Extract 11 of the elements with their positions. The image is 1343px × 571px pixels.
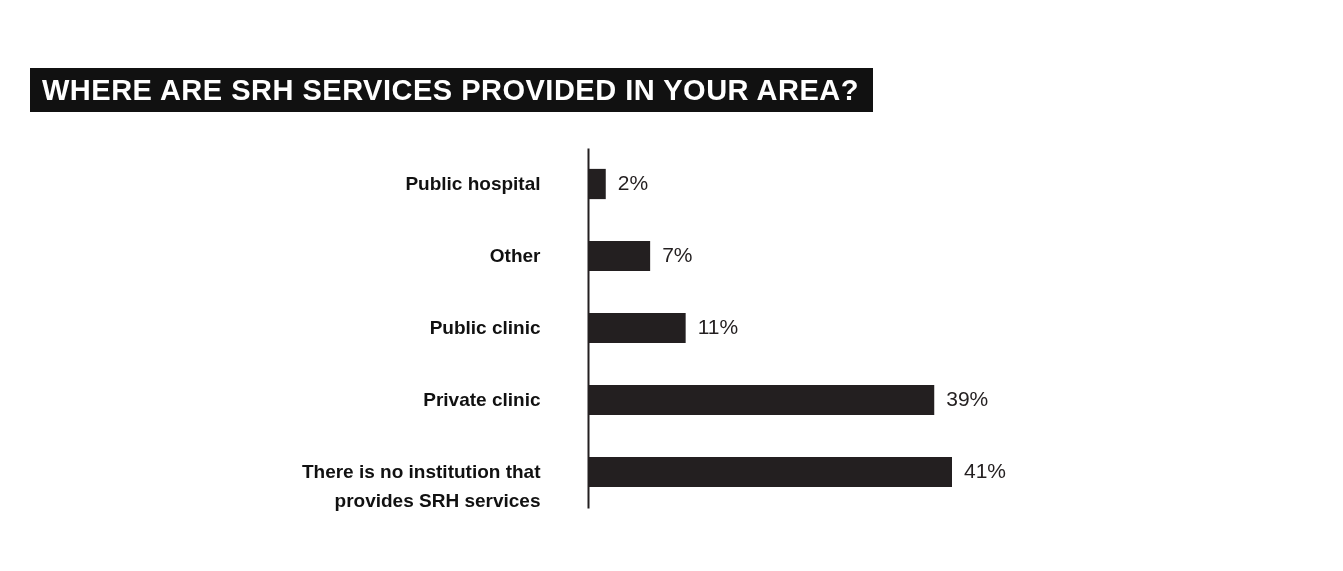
y-tick-label: Other — [489, 245, 542, 266]
data-label: 2% — [617, 171, 649, 194]
data-label: 41% — [964, 459, 1007, 482]
y-tick-label: Public clinic — [429, 317, 541, 338]
chart-title: WHERE ARE SRH SERVICES PROVIDED IN YOUR AREA? — [30, 68, 873, 112]
y-tick-label: Private clinic — [423, 389, 541, 410]
y-tick-label: There is no institution that provides SRH services — [301, 461, 542, 511]
y-tick-label: Public hospital — [405, 173, 541, 194]
data-label: 39% — [946, 387, 989, 410]
data-label: 7% — [662, 243, 693, 266]
data-label: 11% — [697, 315, 739, 338]
